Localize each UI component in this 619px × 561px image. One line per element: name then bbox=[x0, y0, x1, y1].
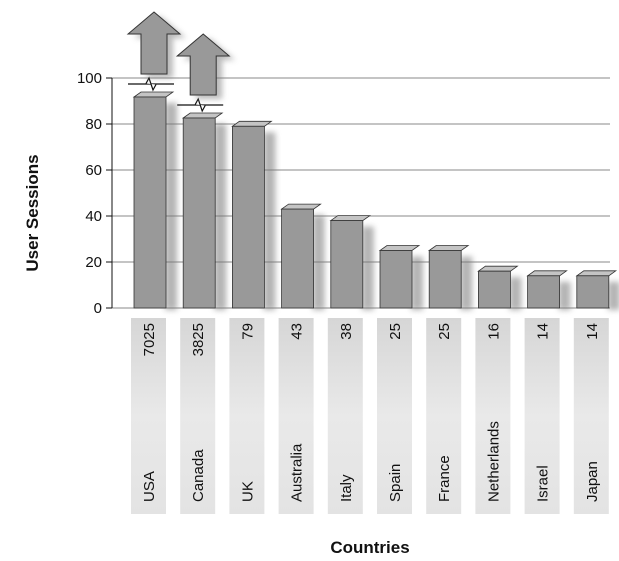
category-label: Netherlands bbox=[485, 421, 502, 502]
value-label: 38 bbox=[338, 323, 355, 340]
bar-top bbox=[181, 112, 224, 119]
bar-shadow bbox=[312, 215, 325, 310]
value-cell-background bbox=[327, 318, 363, 514]
bar bbox=[379, 250, 413, 309]
bar-shadow bbox=[263, 132, 276, 310]
bar bbox=[182, 117, 216, 309]
value-cell-italy: 38 Italy bbox=[327, 318, 363, 514]
category-label: UK bbox=[239, 481, 256, 502]
value-label: 7025 bbox=[141, 323, 158, 356]
y-tick-label: 0 bbox=[94, 300, 102, 317]
bar bbox=[330, 220, 364, 309]
bar bbox=[133, 96, 167, 309]
axis-break-zigzag bbox=[194, 97, 206, 113]
value-cell-usa: 7025 USA bbox=[131, 318, 166, 514]
value-label: 3825 bbox=[190, 323, 207, 356]
bar-top bbox=[477, 265, 519, 272]
bar-shadow bbox=[509, 277, 522, 310]
value-table: 7025 USA 3825 Canada 79 UK 43 Australia 38 Italy 2… bbox=[131, 318, 609, 514]
value-cell-background bbox=[278, 318, 314, 514]
axis-break-zigzag bbox=[145, 76, 157, 92]
bar-group-italy bbox=[329, 215, 374, 310]
category-label: Spain bbox=[387, 464, 404, 502]
category-label: Israel bbox=[535, 465, 552, 502]
y-tick-label: 100 bbox=[77, 70, 102, 87]
value-cell-australia: 43 Australia bbox=[278, 318, 314, 514]
bar-shadow bbox=[165, 103, 177, 310]
bar bbox=[477, 270, 511, 309]
bar-shadow bbox=[460, 256, 473, 310]
value-label: 16 bbox=[485, 323, 502, 340]
value-cell-uk: 79 UK bbox=[229, 318, 265, 514]
value-label: 14 bbox=[584, 323, 601, 340]
x-axis-title: Countries bbox=[330, 538, 409, 557]
bar-group-australia bbox=[280, 203, 325, 310]
bar bbox=[428, 250, 462, 309]
category-label: USA bbox=[141, 471, 158, 502]
value-cell-japan: 14 Japan bbox=[573, 318, 609, 514]
category-label: France bbox=[436, 455, 453, 502]
bar bbox=[576, 275, 610, 309]
bar-top bbox=[231, 120, 273, 127]
category-label: Japan bbox=[584, 461, 601, 502]
value-label: 14 bbox=[535, 323, 552, 340]
bar-group-netherlands bbox=[477, 265, 522, 310]
bar-group-canada bbox=[175, 33, 236, 310]
value-label: 79 bbox=[239, 323, 256, 340]
bar-group-uk bbox=[231, 120, 276, 310]
value-label: 43 bbox=[289, 323, 306, 340]
overflow-arrow bbox=[126, 11, 182, 75]
bar bbox=[281, 208, 315, 309]
bar-shadow bbox=[558, 281, 571, 310]
y-tick-label: 20 bbox=[85, 254, 102, 271]
y-axis-title: User Sessions bbox=[23, 154, 42, 271]
value-cell-canada: 3825 Canada bbox=[180, 318, 216, 514]
category-label: Canada bbox=[190, 449, 207, 502]
bar-shadow bbox=[607, 281, 619, 310]
bar-shadow bbox=[411, 256, 423, 310]
bar-shadow bbox=[214, 124, 227, 310]
value-cell-spain: 25 Spain bbox=[377, 318, 412, 514]
bar-top bbox=[526, 270, 568, 277]
value-cell-israel: 14 Israel bbox=[524, 318, 560, 514]
y-tick-label: 80 bbox=[85, 116, 102, 133]
value-cell-netherlands: 16 Netherlands bbox=[475, 318, 511, 514]
value-cell-france: 25 France bbox=[426, 318, 462, 514]
bar-group-japan bbox=[575, 270, 619, 310]
bars bbox=[126, 11, 619, 310]
value-cell-background bbox=[377, 318, 412, 514]
value-cell-background bbox=[426, 318, 462, 514]
y-tick-label: 60 bbox=[85, 162, 102, 179]
y-tick-label: 40 bbox=[85, 208, 102, 225]
bar-group-france bbox=[427, 245, 473, 310]
value-label: 25 bbox=[436, 323, 453, 340]
value-cell-background bbox=[573, 318, 609, 514]
bar-top bbox=[132, 91, 175, 98]
bar-group-usa bbox=[126, 11, 186, 310]
bar-group-israel bbox=[526, 270, 571, 310]
value-cell-background bbox=[524, 318, 560, 514]
category-label: Italy bbox=[338, 474, 355, 502]
value-label: 25 bbox=[387, 323, 404, 340]
y-axis: 0 20 40 60 80 100 bbox=[77, 70, 113, 317]
overflow-arrow bbox=[175, 33, 231, 96]
category-label: Australia bbox=[289, 443, 306, 502]
bar-top bbox=[575, 270, 618, 277]
value-cell-background bbox=[229, 318, 265, 514]
value-cell-background bbox=[180, 318, 216, 514]
value-cell-background bbox=[131, 318, 166, 514]
bar-top bbox=[378, 245, 421, 251]
bar-shadow bbox=[361, 226, 374, 310]
bar-top bbox=[280, 203, 322, 210]
bar bbox=[527, 275, 560, 309]
bar-top bbox=[329, 215, 372, 222]
bar-top bbox=[427, 245, 470, 251]
bar-group-spain bbox=[378, 245, 423, 310]
bar bbox=[231, 125, 265, 309]
value-cell-background bbox=[475, 318, 511, 514]
